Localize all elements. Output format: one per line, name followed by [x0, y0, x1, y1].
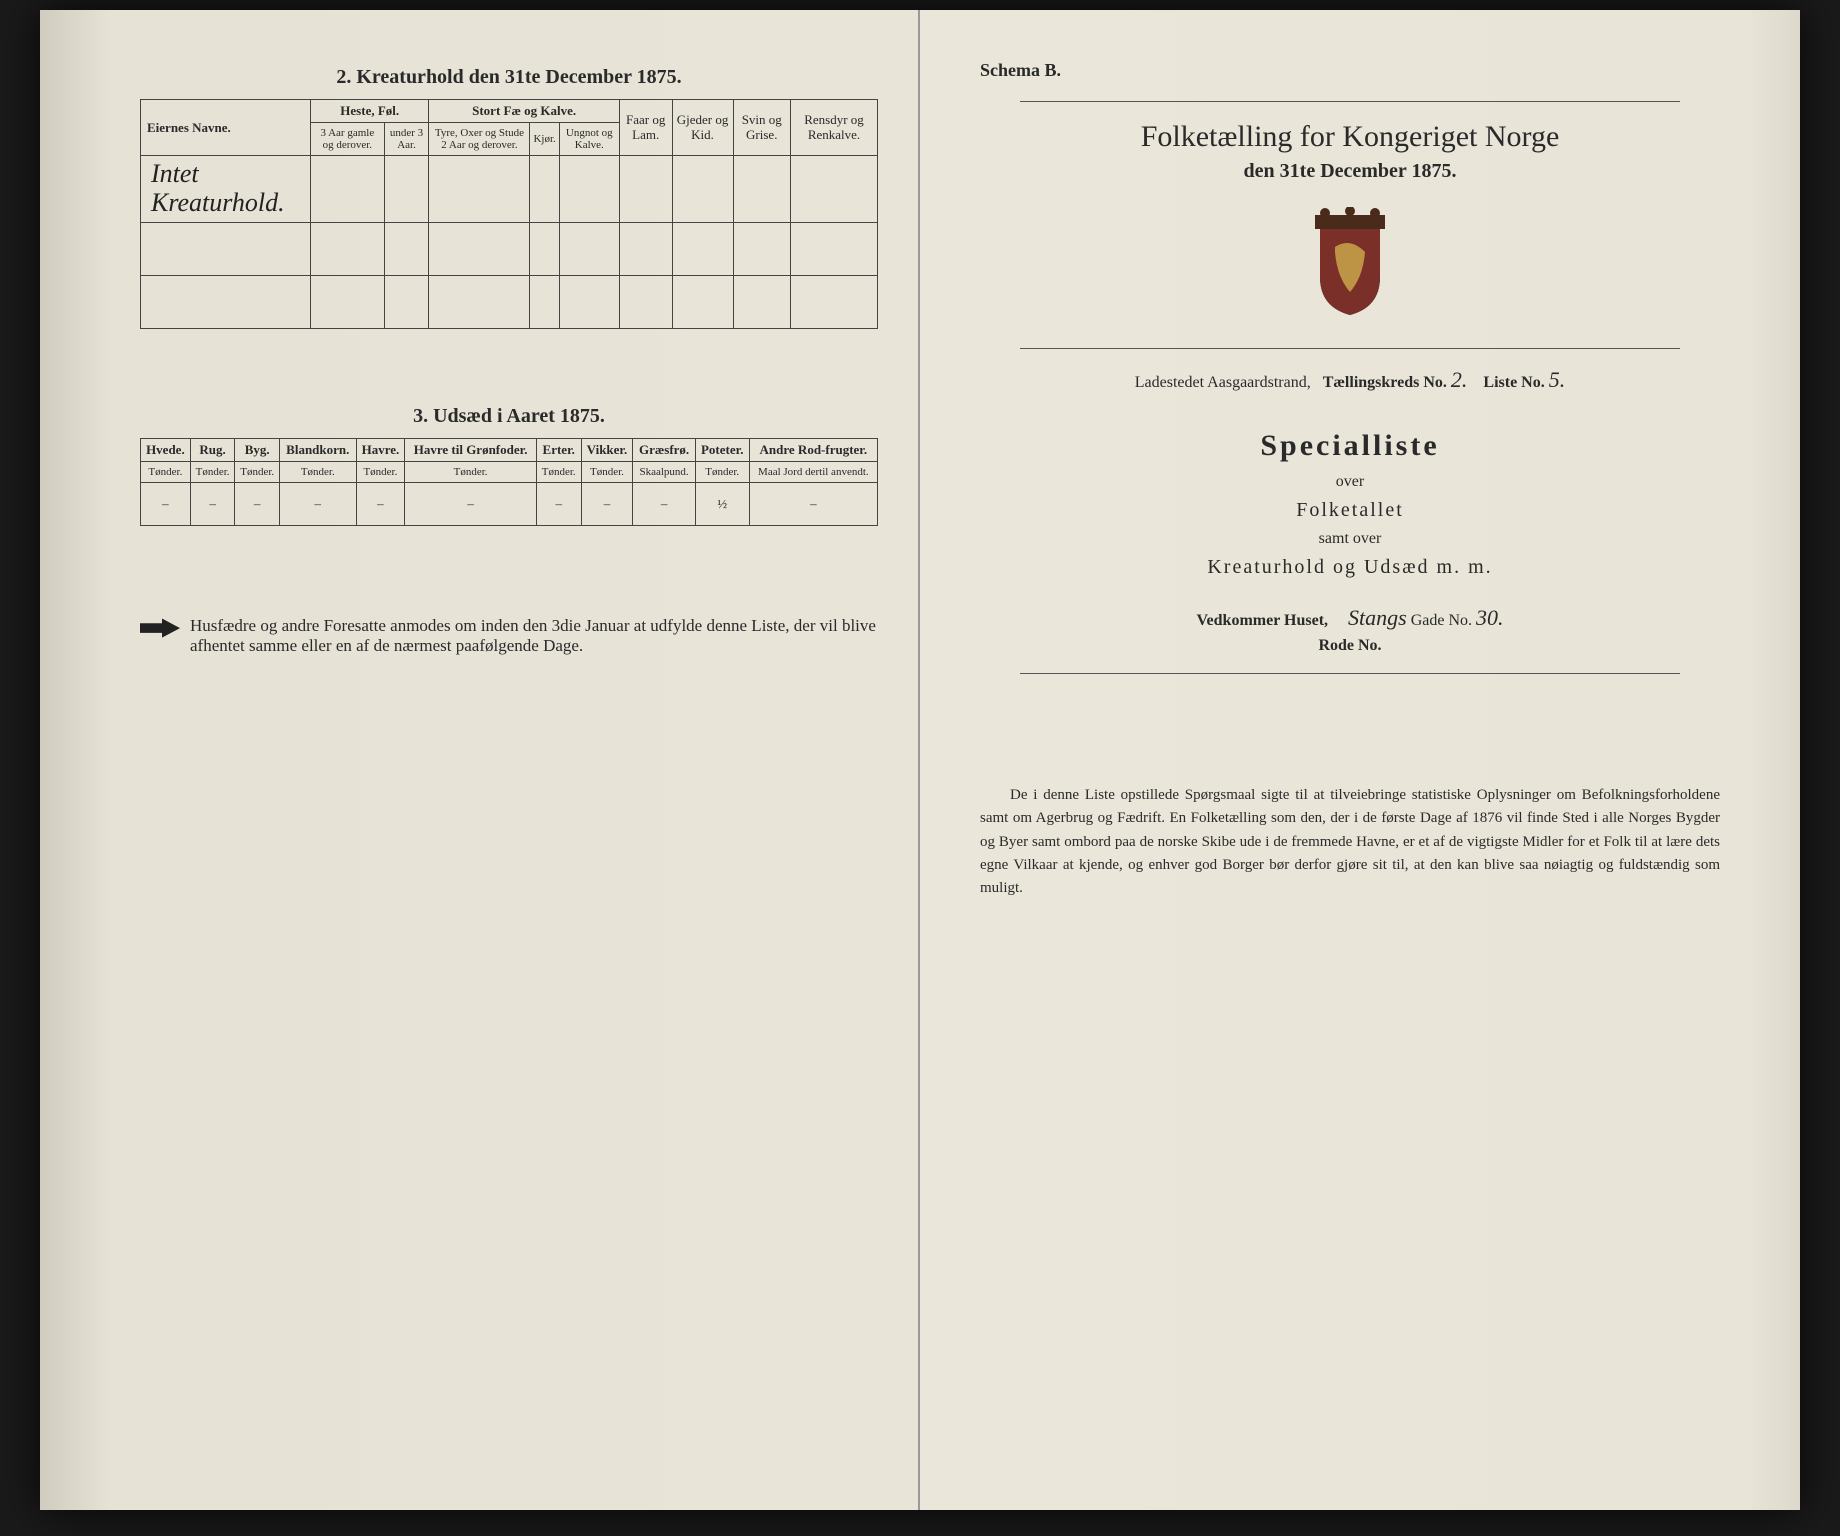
seed-val-9: ½ [695, 483, 749, 526]
col-cattle-c: Ungnot og Kalve. [559, 123, 619, 156]
seed-col-9: Poteter. [695, 438, 749, 461]
section2-title: 2. Kreaturhold den 31te December 1875. [140, 66, 878, 89]
gade-value: 30. [1476, 605, 1504, 630]
schema-label: Schema B. [980, 60, 1720, 81]
handwritten-entry: Intet Kreaturhold. [141, 156, 311, 222]
col-pigs: Svin og Grise. [733, 100, 790, 156]
seed-val-6: – [536, 483, 581, 526]
col-cattle-b: Kjør. [530, 123, 559, 156]
col-horses-a: 3 Aar gamle og derover. [311, 123, 385, 156]
seed-unit-2: Tønder. [235, 461, 280, 482]
place-label: Ladestedet Aasgaardstrand, [1135, 374, 1311, 391]
seed-col-5: Havre til Grønfoder. [405, 438, 537, 461]
seed-unit-6: Tønder. [536, 461, 581, 482]
seed-unit-1: Tønder. [190, 461, 235, 482]
seed-col-2: Byg. [235, 438, 280, 461]
seed-val-2: – [235, 483, 280, 526]
seed-val-4: – [356, 483, 405, 526]
col-sheep: Faar og Lam. [619, 100, 672, 156]
seed-val-1: – [190, 483, 235, 526]
col-owners: Eiernes Navne. [141, 100, 311, 156]
footnote-row: Husfædre og andre Foresatte anmodes om i… [140, 616, 878, 656]
section3-title: 3. Udsæd i Aaret 1875. [140, 405, 878, 428]
seed-col-3: Blandkorn. [279, 438, 356, 461]
street-value: Stangs [1348, 605, 1407, 630]
kreds-value: 2. [1451, 367, 1468, 392]
seed-col-8: Græsfrø. [633, 438, 695, 461]
seed-col-1: Rug. [190, 438, 235, 461]
right-page: Schema B. Folketælling for Kongeriget No… [920, 10, 1800, 1510]
divider-top [1020, 101, 1680, 102]
coat-svg [1305, 207, 1395, 317]
col-goats: Gjeder og Kid. [672, 100, 733, 156]
seed-col-7: Vikker. [581, 438, 633, 461]
col-cattle: Stort Fæ og Kalve. [429, 100, 619, 123]
specialliste-title: Specialliste [980, 429, 1720, 463]
samt-label: samt over [980, 530, 1720, 548]
seed-col-0: Hvede. [141, 438, 191, 461]
seed-unit-0: Tønder. [141, 461, 191, 482]
seed-unit-4: Tønder. [356, 461, 405, 482]
liste-value: 5. [1549, 367, 1566, 392]
seed-unit-7: Tønder. [581, 461, 633, 482]
seed-val-10: – [749, 483, 877, 526]
divider-mid [1020, 348, 1680, 349]
book-spread: 2. Kreaturhold den 31te December 1875. E… [40, 10, 1800, 1510]
col-cattle-a: Tyre, Oxer og Stude 2 Aar og derover. [429, 123, 530, 156]
left-page: 2. Kreaturhold den 31te December 1875. E… [40, 10, 920, 1510]
seed-unit-3: Tønder. [279, 461, 356, 482]
seed-val-7: – [581, 483, 633, 526]
rode-label: Rode No. [1318, 637, 1381, 654]
seed-val-3: – [279, 483, 356, 526]
col-reindeer: Rensdyr og Renkalve. [790, 100, 877, 156]
house-label: Vedkommer Huset, [1196, 612, 1328, 629]
seed-col-10: Andre Rod-frugter. [749, 438, 877, 461]
house-line: Vedkommer Huset, Stangs Gade No. 30. [980, 605, 1720, 631]
kreatur-label: Kreaturhold og Udsæd m. m. [980, 556, 1720, 579]
coat-of-arms [980, 207, 1720, 322]
seed-unit-5: Tønder. [405, 461, 537, 482]
seed-val-8: – [633, 483, 695, 526]
seed-val-0: – [141, 483, 191, 526]
seed-unit-8: Skaalpund. [633, 461, 695, 482]
seed-col-6: Erter. [536, 438, 581, 461]
gade-label: Gade No. [1411, 612, 1472, 629]
footnote-text: Husfædre og andre Foresatte anmodes om i… [190, 616, 878, 656]
identification-line: Ladestedet Aasgaardstrand, Tællingskreds… [980, 367, 1720, 393]
seed-col-4: Havre. [356, 438, 405, 461]
livestock-table: Eiernes Navne. Heste, Føl. Stort Fæ og K… [140, 99, 878, 329]
folketallet-label: Folketallet [980, 499, 1720, 522]
seed-unit-9: Tønder. [695, 461, 749, 482]
rode-line: Rode No. [980, 637, 1720, 655]
over-label: over [980, 473, 1720, 491]
liste-label: Liste No. [1483, 374, 1544, 391]
seed-val-5: – [405, 483, 537, 526]
seed-table: Hvede.Rug.Byg.Blandkorn.Havre.Havre til … [140, 438, 878, 526]
col-horses: Heste, Føl. [311, 100, 429, 123]
census-subtitle: den 31te December 1875. [980, 160, 1720, 183]
pointing-hand-icon [140, 616, 180, 640]
divider-bottom [1020, 673, 1680, 674]
seed-unit-10: Maal Jord dertil anvendt. [749, 461, 877, 482]
footer-paragraph: De i denne Liste opstillede Spørgsmaal s… [980, 784, 1720, 900]
col-horses-b: under 3 Aar. [384, 123, 429, 156]
census-title: Folketælling for Kongeriget Norge [980, 120, 1720, 154]
kreds-label: Tællingskreds No. [1323, 374, 1447, 391]
